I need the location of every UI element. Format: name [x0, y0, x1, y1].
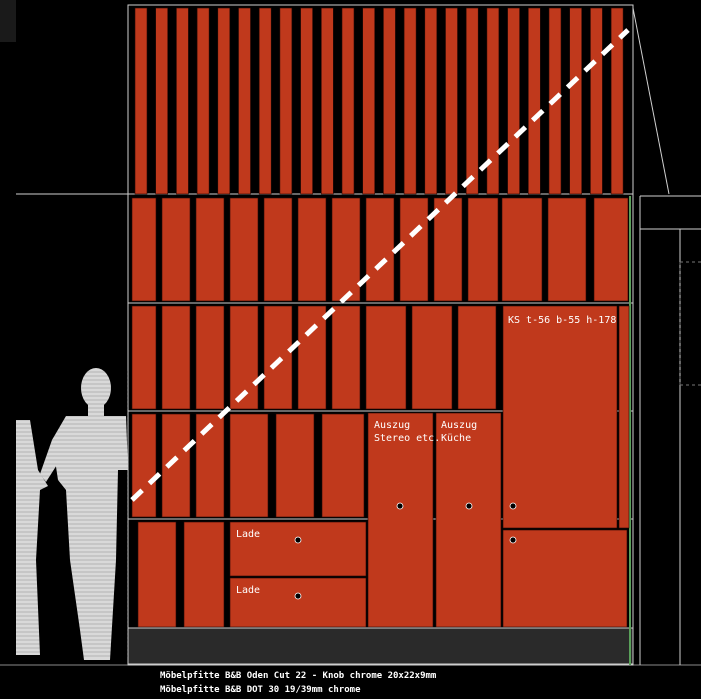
knob-icon	[465, 502, 473, 510]
knob-icon	[509, 502, 517, 510]
auszug-kueche-line1: Auszug	[441, 420, 477, 431]
slat	[258, 7, 272, 195]
auszug-kueche-panel	[435, 412, 502, 628]
door-panel	[321, 413, 365, 518]
slat	[527, 7, 541, 195]
door-panel	[467, 197, 499, 302]
door-panel	[547, 197, 587, 302]
slat	[403, 7, 417, 195]
slat	[507, 7, 520, 195]
slat	[445, 7, 458, 195]
cabinet-panels	[131, 197, 630, 628]
slat	[300, 7, 313, 195]
door-panel	[411, 305, 453, 410]
slat	[134, 7, 148, 195]
corner-mark	[0, 0, 16, 42]
note-line-2: Möbelpfitte B&B DOT 30 19/39mm chrome	[160, 684, 361, 695]
lade-top-panel	[229, 521, 367, 577]
door-panel	[457, 305, 497, 410]
door-panel	[131, 197, 157, 302]
slat	[610, 7, 624, 195]
door-panel	[195, 197, 225, 302]
note-line-1: Möbelpfitte B&B Oden Cut 22 - Knob chrom…	[160, 670, 437, 681]
ks-unit-label: KS t-56 b-55 h-178	[508, 315, 616, 326]
door-panel	[263, 305, 293, 410]
auszug-stereo-line1: Auszug	[374, 420, 410, 431]
slat	[424, 7, 438, 195]
door-panel	[229, 413, 269, 518]
plinth	[127, 627, 634, 665]
door-panel	[131, 413, 157, 518]
knobs	[294, 502, 517, 600]
door-panel	[137, 521, 177, 628]
slat	[362, 7, 376, 195]
slat	[341, 7, 355, 195]
lade-bottom-panel	[229, 577, 367, 628]
slat	[155, 7, 168, 195]
door-panel	[399, 197, 429, 302]
door-panel	[297, 305, 327, 410]
top-slats	[134, 7, 624, 195]
door-panel	[331, 305, 361, 410]
door-panel	[229, 197, 259, 302]
door-panel	[131, 305, 157, 410]
lade-top-label: Lade	[236, 529, 260, 540]
slat	[320, 7, 334, 195]
door-panel	[263, 197, 293, 302]
auszug-kueche-label: Auszug Küche	[441, 420, 483, 444]
door-panel	[365, 305, 407, 410]
slat	[486, 7, 500, 195]
slat	[279, 7, 293, 195]
door-panel	[365, 197, 395, 302]
door-panel	[501, 197, 543, 302]
human-silhouette-icon	[16, 368, 128, 660]
staircase-line	[130, 28, 630, 502]
lower-right-panel	[502, 529, 628, 628]
door-panel	[593, 197, 629, 302]
door-panel	[161, 305, 191, 410]
slat	[217, 7, 231, 195]
auszug-kueche-line2: Küche	[441, 433, 471, 444]
roof-slope-line	[632, 7, 670, 195]
cabinet-frame	[127, 4, 634, 666]
auszug-stereo-panel	[367, 412, 434, 628]
slat	[383, 7, 396, 195]
adjacent-wall	[639, 196, 701, 665]
door-panel	[297, 197, 327, 302]
slat	[569, 7, 583, 195]
auszug-stereo-label: Auszug Stereo etc.	[374, 420, 440, 444]
knob-icon	[294, 592, 302, 600]
figure-hatching	[16, 371, 128, 657]
door-panel	[195, 305, 225, 410]
lade-bottom-label: Lade	[236, 585, 260, 596]
door-panel	[195, 413, 225, 518]
door-panel	[433, 197, 463, 302]
knob-icon	[294, 536, 302, 544]
knob-icon	[396, 502, 404, 510]
door-panel	[275, 413, 315, 518]
slat	[590, 7, 603, 195]
auszug-stereo-line2: Stereo etc.	[374, 433, 440, 444]
slat	[465, 7, 479, 195]
door-panel	[331, 197, 361, 302]
door-panel	[161, 197, 191, 302]
knob-icon	[509, 536, 517, 544]
ks-unit-panel	[502, 305, 618, 529]
door-panel	[183, 521, 225, 628]
slat	[176, 7, 189, 195]
ks-side-panel	[618, 305, 630, 529]
slat	[238, 7, 251, 195]
slat	[196, 7, 210, 195]
